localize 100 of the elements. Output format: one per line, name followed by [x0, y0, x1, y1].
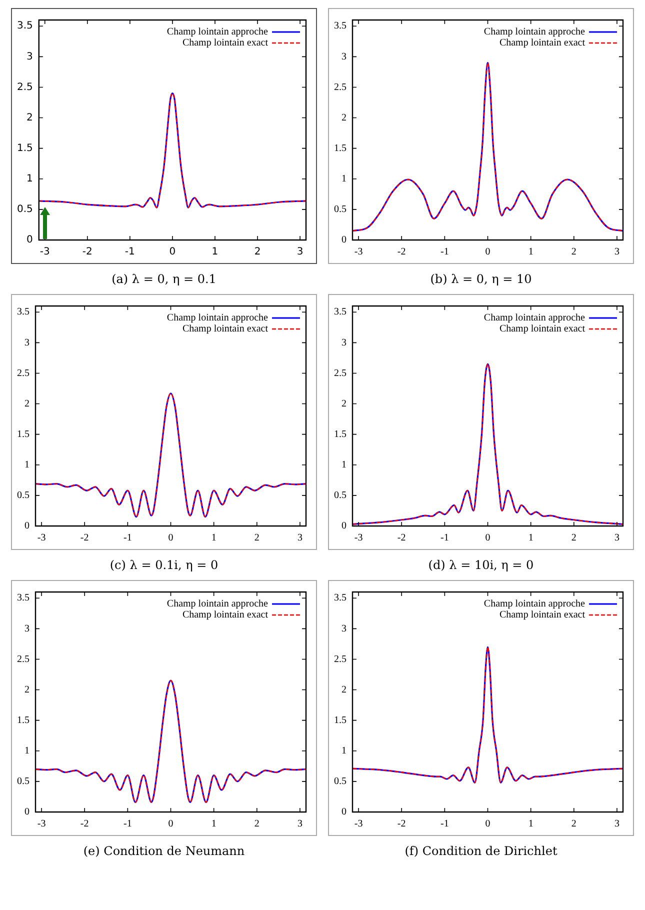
x-tick-label: -2 [80, 818, 89, 830]
y-tick-label: 3 [24, 337, 30, 348]
x-tick-label: 1 [212, 246, 218, 258]
legend-label: Champ lointain approche [484, 598, 586, 610]
x-tick-label: -2 [397, 818, 406, 830]
y-tick-label: 1.5 [17, 714, 30, 726]
x-tick-label: 0 [485, 818, 490, 830]
x-tick-label: 0 [168, 532, 174, 544]
y-tick-label: 1 [342, 746, 346, 757]
y-tick-label: 3 [342, 51, 346, 62]
y-tick-label: 0 [24, 806, 30, 818]
x-tick-label: 2 [254, 818, 260, 830]
legend-label: Champ lointain approche [166, 312, 269, 324]
x-tick-label: -3 [40, 246, 50, 258]
y-tick-label: 2.5 [17, 368, 30, 379]
x-tick-label: -2 [397, 246, 406, 258]
y-tick-label: 0.5 [16, 204, 33, 216]
y-tick-label: 2.5 [17, 654, 30, 665]
legend-label: Champ lointain exact [182, 324, 268, 335]
x-tick-label: 1 [528, 818, 534, 830]
x-tick-label: 2 [571, 532, 576, 544]
y-tick-label: 0 [342, 520, 346, 532]
x-tick-label: 1 [528, 532, 534, 544]
line-series [38, 92, 306, 208]
x-tick-label: -3 [37, 532, 46, 544]
y-tick-label: 3.5 [334, 20, 346, 32]
y-tick-label: 0.5 [334, 204, 346, 216]
legend-label: Champ lointain exact [182, 610, 268, 621]
x-tick-label: 3 [297, 818, 302, 830]
y-tick-label: 3 [342, 623, 346, 634]
y-tick-label: 2 [342, 684, 346, 696]
x-tick-label: -3 [354, 246, 363, 258]
x-tick-label: -1 [440, 532, 449, 544]
text: (c) λ = 0.1i, η = 0 [110, 558, 218, 572]
y-tick-label: 3 [342, 337, 346, 348]
x-tick-label: 2 [254, 246, 261, 258]
x-tick-label: 3 [614, 246, 620, 258]
y-tick-label: 3.5 [17, 592, 30, 604]
y-tick-label: 0 [342, 234, 346, 246]
y-tick-label: 3.5 [16, 20, 33, 32]
y-tick-label: 0.5 [17, 776, 30, 788]
legend-label: Champ lointain approche [484, 312, 586, 324]
y-tick-label: 3.5 [334, 306, 346, 318]
legend-label: Champ lointain exact [182, 38, 268, 49]
y-tick-label: 0 [342, 806, 346, 818]
x-tick-label: 0 [485, 246, 490, 258]
line-series [352, 363, 623, 525]
legend-label: Champ lointain approche [166, 26, 269, 38]
x-tick-label: 1 [211, 532, 216, 544]
x-tick-label: -2 [397, 532, 406, 544]
y-tick-label: 0 [24, 520, 30, 532]
y-tick-label: 1.5 [334, 714, 346, 726]
text: (d) λ = 10i, η = 0 [428, 558, 534, 572]
y-tick-label: 2 [26, 112, 33, 124]
x-tick-label: 3 [297, 532, 302, 544]
y-tick-label: 1 [26, 173, 33, 184]
x-tick-label: 3 [614, 532, 620, 544]
y-tick-label: 2 [24, 684, 30, 696]
line-series [352, 646, 623, 784]
y-tick-label: 1.5 [16, 142, 33, 154]
y-tick-label: 2 [24, 398, 30, 410]
x-tick-label: 1 [211, 818, 216, 830]
x-tick-label: 3 [614, 818, 620, 830]
y-tick-label: 3.5 [17, 306, 30, 318]
y-tick-label: 0 [26, 234, 33, 246]
y-tick-label: 2 [342, 112, 346, 124]
x-tick-label: -3 [354, 818, 363, 830]
legend-label: Champ lointain exact [499, 38, 586, 49]
x-tick-label: -1 [440, 246, 449, 258]
y-tick-label: 3.5 [334, 592, 346, 604]
y-tick-label: 2.5 [334, 82, 346, 93]
y-tick-label: 0.5 [334, 776, 346, 788]
y-tick-label: 0.5 [17, 490, 30, 502]
x-tick-label: -3 [37, 818, 46, 830]
legend-label: Champ lointain exact [499, 324, 586, 335]
x-tick-label: 0 [485, 532, 490, 544]
y-tick-label: 1.5 [334, 428, 346, 440]
y-tick-label: 1 [24, 460, 30, 471]
y-tick-label: 2.5 [334, 654, 346, 665]
x-tick-label: 2 [571, 246, 576, 258]
x-tick-label: -2 [80, 532, 89, 544]
y-tick-label: 3 [26, 51, 33, 62]
legend-label: Champ lointain exact [499, 610, 586, 621]
legend-label: Champ lointain approche [166, 598, 269, 610]
y-tick-label: 0.5 [334, 490, 346, 502]
y-tick-label: 1 [342, 174, 346, 185]
y-tick-label: 1.5 [334, 142, 346, 154]
text: (b) λ = 0, η = 10 [430, 272, 532, 286]
x-tick-label: 3 [296, 246, 304, 258]
legend-label: Champ lointain approche [484, 26, 586, 38]
y-tick-label: 1.5 [17, 428, 30, 440]
x-tick-label: -1 [124, 818, 132, 830]
x-tick-label: 0 [168, 818, 174, 830]
x-tick-label: -1 [124, 532, 132, 544]
y-tick-label: 2.5 [334, 368, 346, 379]
x-tick-label: -1 [124, 246, 135, 258]
text: (a) λ = 0, η = 0.1 [112, 272, 216, 286]
y-tick-label: 3 [24, 623, 30, 634]
y-tick-label: 2.5 [16, 82, 33, 93]
y-tick-label: 2 [342, 398, 346, 410]
